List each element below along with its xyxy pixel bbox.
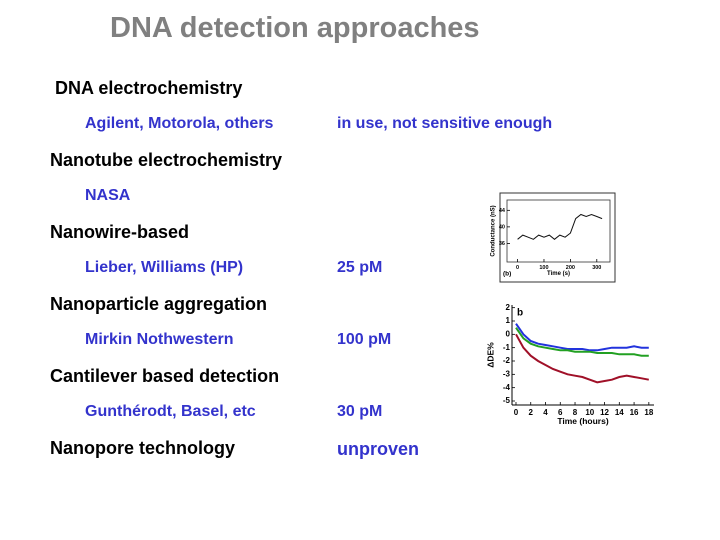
item-heading: Cantilever based detection [50,366,280,386]
x-tick-label: 10 [585,408,594,417]
item-note: 100 pM [337,331,392,348]
figure-frame [499,192,616,283]
y-tick-label: -2 [503,356,511,365]
y-tick-label: -1 [503,343,511,352]
y-tick-label: -5 [503,396,511,405]
y-tick-label: 44 [499,208,506,214]
item-heading: Nanopore technology [50,438,236,458]
x-axis-label: Time (s) [547,271,570,277]
x-tick-label: 18 [644,408,653,417]
item-source: Agilent, Motorola, others [85,115,274,132]
x-tick-label: 300 [592,265,601,271]
x-tick-label: 8 [573,408,578,417]
x-tick-label: 0 [516,265,519,271]
item-heading: Nanowire-based [50,222,190,242]
item-heading: Nanoparticle aggregation [50,294,268,314]
x-tick-label: 16 [630,408,639,417]
y-tick-label: 36 [499,241,505,247]
panel-label: (b) [503,270,511,277]
x-tick-label: 4 [543,408,548,417]
y-tick-label: 1 [506,316,511,325]
plot-box [506,199,611,263]
x-tick-label: 12 [600,408,609,417]
y-axis-label: Conductance (nS) [490,205,496,256]
data-line [515,323,649,352]
x-tick-label: 0 [514,408,519,417]
x-tick-label: 2 [529,408,534,417]
data-line [515,327,649,357]
y-tick-label: 40 [499,224,505,230]
item-note: 25 pM [337,259,383,276]
y-tick-label: 0 [506,329,511,338]
item-heading: Nanotube electrochemistry [50,150,283,170]
x-axis-label: Time (hours) [557,416,608,426]
item-note: 30 pM [337,403,383,420]
data-line [517,213,603,240]
x-tick-label: 100 [539,265,548,271]
y-tick-label: -4 [503,383,511,392]
y-axis-label: ΔDE% [485,342,495,368]
y-tick-label: -3 [503,369,511,378]
item-source: Gunthérodt, Basel, etc [85,403,256,420]
item-heading: DNA electrochemistry [55,78,243,98]
slide-title: DNA detection approaches [110,12,480,44]
item-source: Lieber, Williams (HP) [85,259,244,276]
x-tick-label: 200 [566,265,575,271]
item-note: unproven [337,439,420,459]
item-source: NASA [85,187,131,204]
x-tick-label: 6 [558,408,563,417]
item-source: Mirkin Nothwestern [85,331,234,348]
data-line [515,333,649,384]
item-note: in use, not sensitive enough [337,115,553,132]
y-tick-label: 2 [506,303,511,312]
x-tick-label: 14 [615,408,624,417]
panel-label: b [517,308,523,319]
